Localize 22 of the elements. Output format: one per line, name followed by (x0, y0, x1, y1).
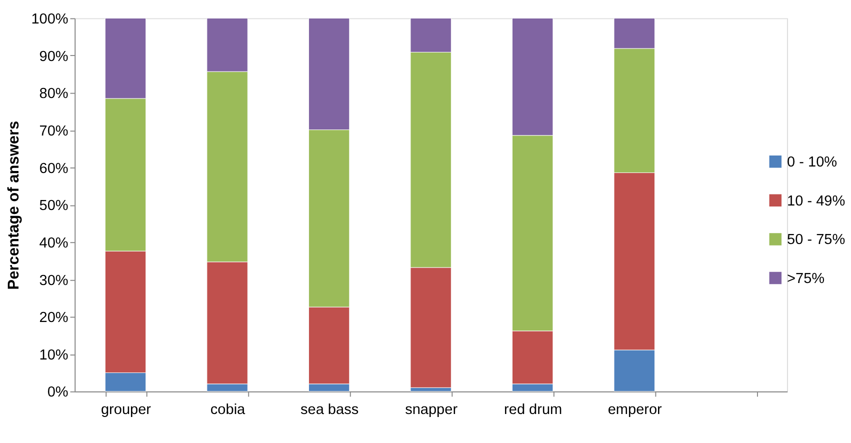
legend-label: >75% (787, 270, 825, 287)
y-tick-label: 20% (39, 310, 68, 326)
x-tick-label: emperor (608, 402, 662, 418)
y-tick-label: 70% (39, 123, 68, 140)
x-tick-label: red drum (504, 402, 562, 418)
y-tick-label: 40% (39, 235, 68, 252)
y-tick-label: 80% (39, 86, 68, 102)
x-tick-label: grouper (100, 402, 152, 418)
legend-label: 50 - 75% (787, 232, 846, 248)
y-tick-label: 10% (39, 347, 68, 364)
legend-label: 0 - 10% (787, 154, 838, 171)
x-tick-label: cobia (210, 402, 246, 418)
y-tick-label: 60% (39, 160, 68, 177)
x-tick-label: sea bass (300, 402, 359, 418)
y-tick-label: 90% (39, 48, 68, 65)
x-tick-label: snapper (405, 402, 458, 418)
y-tick-label: 50% (39, 198, 68, 214)
legend-label: 10 - 49% (787, 193, 846, 210)
y-axis-title: Percentage of answers (6, 120, 23, 290)
y-tick-label: 100% (31, 12, 68, 28)
y-tick-label: 0% (47, 384, 68, 401)
y-tick-label: 30% (39, 272, 68, 289)
